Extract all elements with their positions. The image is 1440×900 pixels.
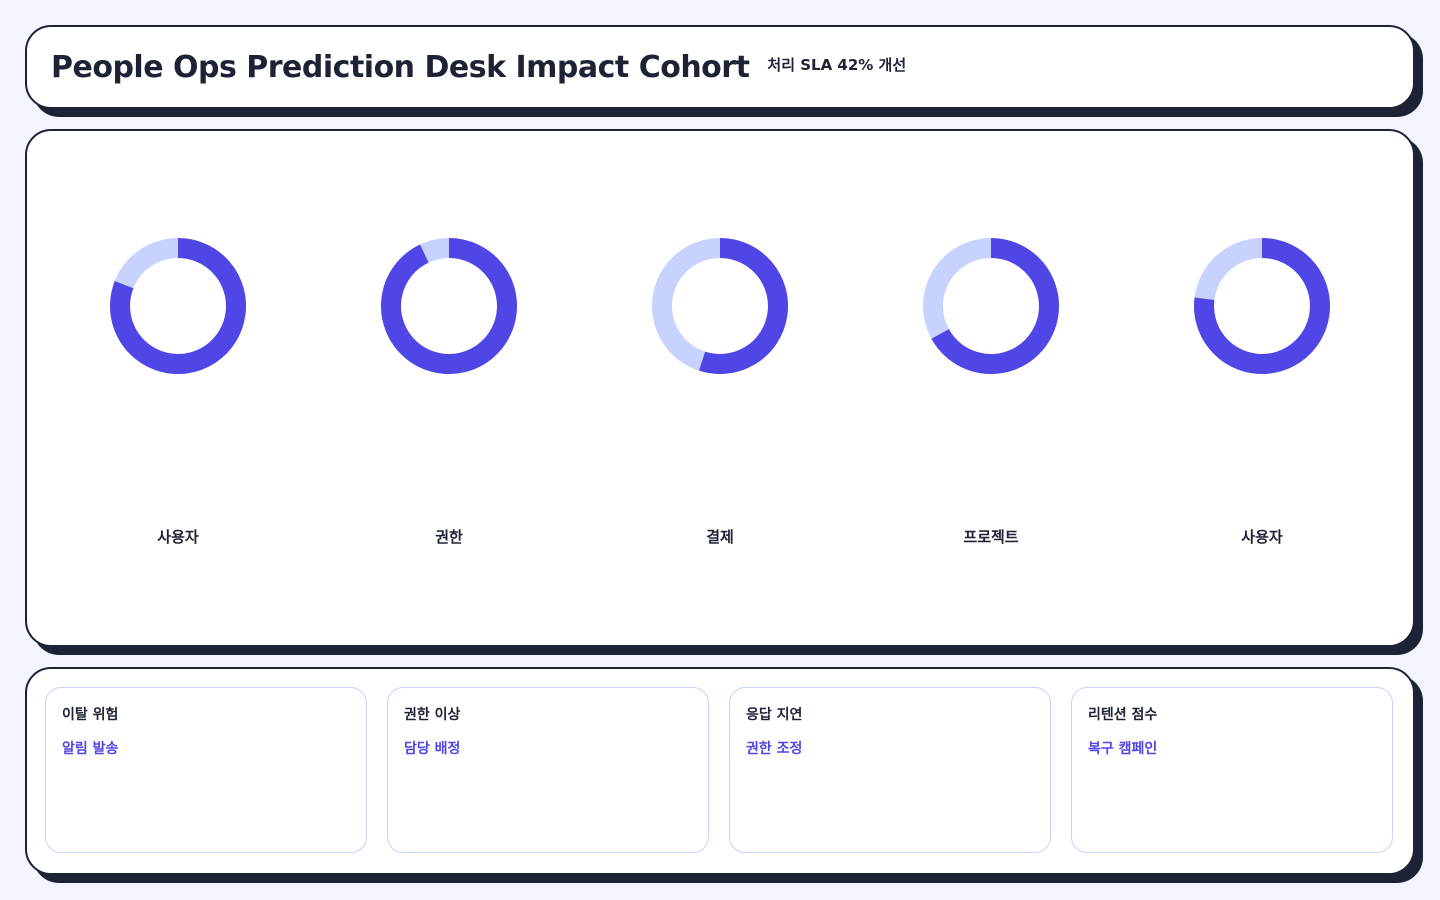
donut-arc xyxy=(931,238,1059,374)
card-action: 알림 발송 xyxy=(62,741,119,757)
subtitle: 처리 SLA 42% 개선 xyxy=(767,55,907,74)
donut-arc xyxy=(1194,238,1330,374)
donut-label: 결제 xyxy=(706,528,734,546)
card-action: 담당 배정 xyxy=(404,741,461,757)
donut-label: 권한 xyxy=(435,528,463,546)
chart-panel: 사용자 권한 결제 프로젝트 사용자 xyxy=(25,129,1415,647)
card-title: 권한 이상 xyxy=(404,707,461,723)
card-action: 복구 캠페인 xyxy=(1088,741,1158,757)
chart: 사용자 권한 결제 프로젝트 사용자 xyxy=(110,238,1330,546)
header: People Ops Prediction Desk Impact Cohort… xyxy=(25,25,1415,109)
card-panel: 이탈 위험 알림 발송 권한 이상 담당 배정 응답 지연 권한 조정 리텐션 점수 복구 캠… xyxy=(25,667,1415,875)
card-title: 리텐션 점수 xyxy=(1088,707,1158,723)
title: People Ops Prediction Desk Impact Cohort xyxy=(51,49,750,85)
donut-arc xyxy=(381,238,517,374)
card-title: 응답 지연 xyxy=(746,707,803,723)
donut-label: 사용자 xyxy=(1241,528,1283,546)
donut-label: 사용자 xyxy=(157,528,199,546)
donut-arc xyxy=(110,238,246,374)
card-action: 권한 조정 xyxy=(746,741,803,757)
donut-label: 프로젝트 xyxy=(963,528,1018,546)
card-title: 이탈 위험 xyxy=(62,707,119,723)
donut-arc xyxy=(699,238,788,374)
